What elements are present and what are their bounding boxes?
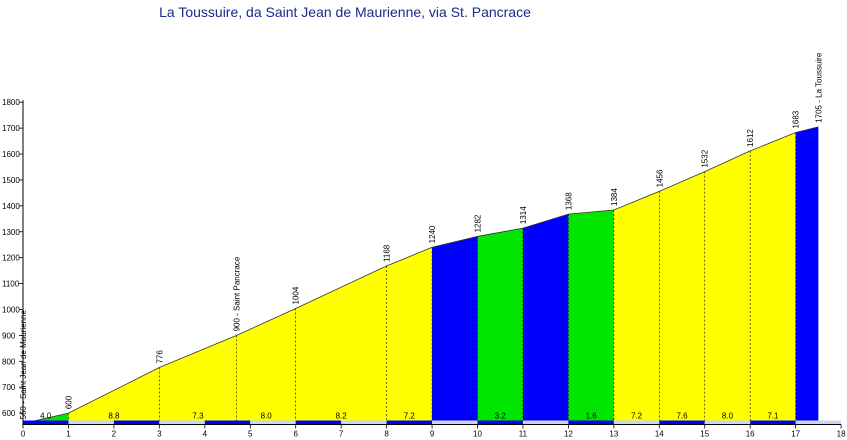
x-tick-label: 12 — [564, 430, 573, 439]
profile-segment-8 — [522, 214, 569, 424]
gradient-label: 7.1 — [767, 412, 779, 421]
km-band-cell — [295, 420, 342, 425]
chart-title: La Toussuire, da Saint Jean de Maurienne… — [159, 4, 531, 20]
elevation-label: 1168 — [383, 244, 392, 262]
elevation-label: 1004 — [292, 286, 301, 304]
profile-segment-3 — [236, 308, 296, 424]
profile-outline — [22, 126, 819, 424]
profile-segment-14 — [795, 126, 819, 424]
elevation-label: 1456 — [655, 169, 664, 187]
km-band-cell — [795, 420, 842, 425]
profile-segment-12 — [704, 150, 751, 424]
profile-segment-1 — [68, 367, 160, 424]
elevation-label: 1368 — [564, 192, 573, 210]
y-tick-label: 1100 — [2, 280, 20, 289]
gradient-label: 8.2 — [336, 412, 348, 421]
km-band-cell — [477, 420, 523, 425]
gradient-label: 7.2 — [404, 412, 416, 421]
elevation-label: 1532 — [701, 149, 710, 167]
x-tick-label: 14 — [655, 430, 664, 439]
y-tick-label: 800 — [2, 357, 16, 366]
x-tick-label: 15 — [700, 430, 709, 439]
gradient-label: 8.8 — [108, 412, 120, 421]
elevation-label: 1314 — [519, 206, 528, 224]
km-band-cell — [68, 420, 114, 425]
elevation-label: 560 - Saint Jean de Maurienne — [19, 310, 28, 420]
elevation-label: 1282 — [474, 214, 483, 232]
km-band-cell — [159, 420, 205, 425]
gradient-label: 1.6 — [586, 412, 598, 421]
profile-segment-9 — [568, 210, 614, 424]
km-band-cell — [432, 420, 478, 425]
y-tick-label: 1400 — [2, 202, 20, 211]
x-tick-label: 10 — [473, 430, 482, 439]
x-tick-label: 4 — [203, 430, 208, 439]
profile-segment-6 — [432, 236, 478, 424]
elevation-label: 1705 - La Toussuire — [814, 52, 823, 123]
x-tick-label: 11 — [519, 430, 528, 439]
x-tick-label: 3 — [157, 430, 162, 439]
y-tick-label: 1700 — [2, 124, 20, 133]
km-band-cell — [204, 420, 251, 425]
y-tick-label: 600 — [2, 409, 16, 418]
km-band-cell — [113, 420, 160, 425]
gradient-label: 7.3 — [192, 412, 204, 421]
x-tick-label: 8 — [384, 430, 389, 439]
x-tick-label: 17 — [791, 430, 800, 439]
gradient-label: 8.0 — [722, 412, 734, 421]
y-tick-label: 1600 — [2, 150, 20, 159]
y-tick-label: 1200 — [2, 254, 20, 263]
profile-segment-7 — [477, 228, 523, 424]
elevation-label: 900 - Saint Pancrace — [233, 256, 242, 331]
profile-segment-10 — [613, 191, 660, 424]
x-tick-label: 13 — [609, 430, 618, 439]
x-tick-label: 1 — [66, 430, 71, 439]
km-band-cell — [250, 420, 296, 425]
profile-segment-4 — [295, 265, 387, 424]
profile-segment-2 — [159, 335, 237, 424]
km-band-cell — [522, 420, 569, 425]
profile-segment-13 — [750, 132, 796, 424]
x-tick-label: 2 — [112, 430, 117, 439]
y-tick-label: 900 — [2, 331, 16, 340]
profile-segment-11 — [659, 171, 705, 424]
x-tick-label: 16 — [746, 430, 755, 439]
elevation-label: 1384 — [610, 188, 619, 206]
km-band-cell — [659, 420, 705, 425]
km-band-cell — [750, 420, 796, 425]
elevation-label: 1612 — [746, 129, 755, 147]
km-band-cell — [704, 420, 751, 425]
gradient-label: 4.0 — [40, 412, 52, 421]
elevation-label: 1240 — [428, 225, 437, 243]
km-band-cell — [613, 420, 660, 425]
km-band-cell — [23, 420, 69, 425]
x-tick-label: 7 — [339, 430, 344, 439]
x-tick-label: 6 — [293, 430, 298, 439]
x-tick-label: 5 — [248, 430, 253, 439]
gradient-label: 8.0 — [261, 412, 273, 421]
gradient-label: 7.6 — [676, 412, 688, 421]
gradient-label: 3.2 — [495, 412, 507, 421]
y-tick-label: 1800 — [2, 98, 20, 107]
y-tick-label: 1500 — [2, 176, 20, 185]
km-band-cell — [341, 420, 387, 425]
elevation-label: 776 — [155, 350, 164, 364]
x-tick-label: 0 — [21, 430, 26, 439]
x-tick-label: 18 — [837, 430, 846, 439]
y-tick-label: 1300 — [2, 228, 20, 237]
y-tick-label: 700 — [2, 383, 16, 392]
gradient-label: 7.2 — [631, 412, 643, 421]
elevation-label: 1683 — [792, 110, 801, 128]
x-tick-label: 9 — [430, 430, 435, 439]
y-tick-label: 1000 — [2, 305, 20, 314]
km-band-cell — [568, 420, 614, 425]
elevation-label: 600 — [64, 395, 73, 409]
km-band-cell — [386, 420, 433, 425]
profile-segment-5 — [386, 247, 433, 424]
